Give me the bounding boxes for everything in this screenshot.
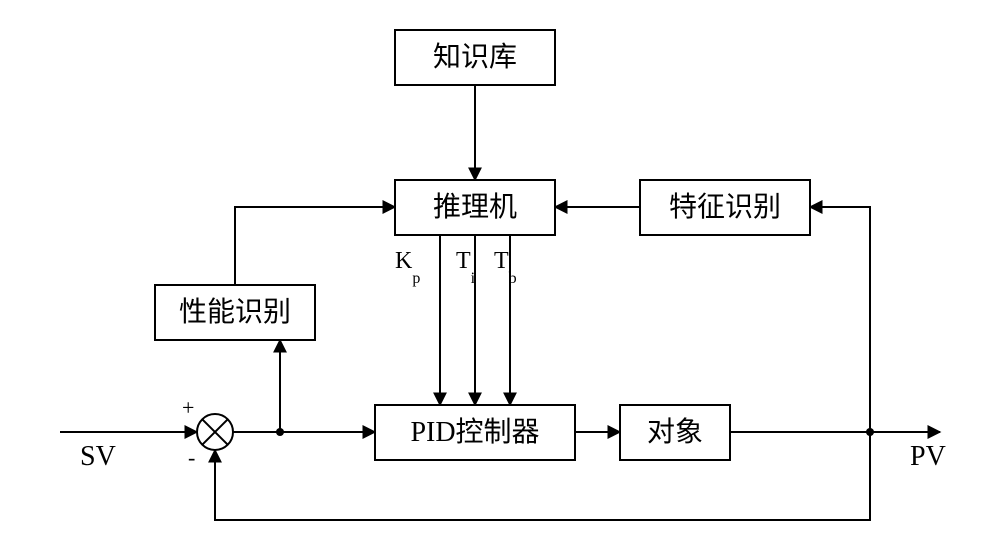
- junction-dot: [276, 428, 284, 436]
- kp-label: Kp: [395, 248, 420, 287]
- ti-label: Ti: [456, 248, 476, 287]
- plus-sign: +: [182, 395, 194, 420]
- plant-box: 对象: [620, 405, 730, 460]
- summing-junction: [197, 414, 233, 450]
- perf-label: 性能识别: [179, 296, 291, 328]
- edge-perf-to-inf: [235, 207, 395, 285]
- feature-box: 特征识别: [640, 180, 810, 235]
- sv-label: SV: [80, 441, 116, 472]
- inference-box: 推理机: [395, 180, 555, 235]
- knowledge-label: 知识库: [433, 41, 517, 73]
- plant-label: 对象: [647, 416, 703, 448]
- inference-label: 推理机: [433, 191, 517, 223]
- edge-pv-to-feat: [810, 207, 870, 432]
- tb-label: Tb: [494, 248, 517, 287]
- knowledge-box: 知识库: [395, 30, 555, 85]
- pid-label: PID控制器: [410, 416, 539, 448]
- perf-box: 性能识别: [155, 285, 315, 340]
- pv-label: PV: [910, 441, 946, 472]
- feature-label: 特征识别: [669, 191, 781, 223]
- pid-box: PID控制器: [375, 405, 575, 460]
- minus-sign: -: [188, 445, 195, 470]
